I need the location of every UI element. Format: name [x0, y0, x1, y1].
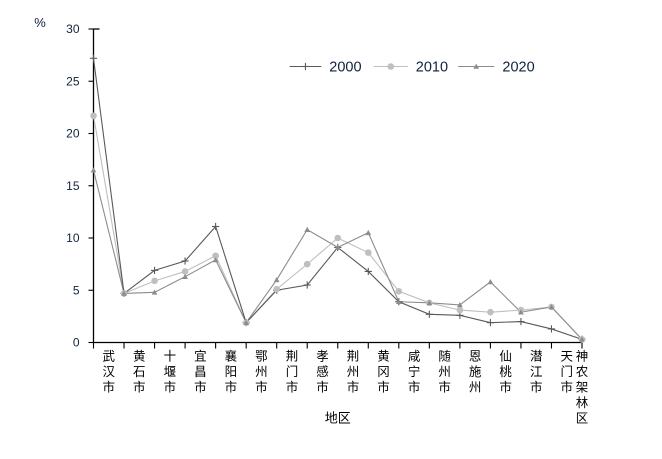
svg-text:襄: 襄 [225, 349, 238, 364]
svg-text:州: 州 [469, 381, 482, 395]
svg-text:门: 门 [286, 364, 299, 379]
svg-text:昌: 昌 [194, 365, 207, 379]
svg-text:15: 15 [66, 179, 80, 193]
svg-text:市: 市 [499, 380, 512, 395]
svg-text:市: 市 [164, 380, 177, 395]
svg-text:施: 施 [469, 365, 482, 379]
svg-text:州: 州 [438, 365, 451, 379]
svg-text:十: 十 [164, 350, 177, 364]
svg-text:宜: 宜 [194, 349, 207, 364]
svg-text:0: 0 [73, 336, 80, 350]
svg-text:堰: 堰 [164, 365, 177, 379]
svg-text:市: 市 [530, 380, 543, 395]
svg-text:州: 州 [255, 365, 268, 379]
svg-text:江: 江 [530, 365, 543, 379]
svg-text:黄: 黄 [377, 350, 390, 364]
svg-text:市: 市 [225, 380, 238, 395]
svg-text:黄: 黄 [133, 350, 146, 364]
svg-text:随: 随 [438, 349, 451, 364]
svg-text:市: 市 [133, 380, 146, 395]
svg-text:恩: 恩 [469, 350, 482, 364]
svg-text:鄂: 鄂 [255, 350, 268, 364]
svg-text:武: 武 [103, 350, 116, 364]
svg-text:农: 农 [576, 365, 589, 379]
svg-text:20: 20 [66, 127, 80, 141]
svg-text:2020: 2020 [502, 60, 534, 76]
svg-text:孝: 孝 [316, 350, 329, 364]
svg-text:荆: 荆 [347, 350, 360, 364]
svg-text:市: 市 [347, 380, 360, 395]
svg-text:市: 市 [408, 380, 421, 395]
svg-text:市: 市 [194, 380, 207, 395]
svg-text:咸: 咸 [408, 350, 421, 364]
svg-text:门: 门 [560, 364, 573, 379]
svg-text:10: 10 [66, 231, 80, 245]
svg-text:天: 天 [560, 350, 573, 364]
svg-text:市: 市 [377, 380, 390, 395]
svg-text:石: 石 [133, 365, 146, 379]
svg-text:神: 神 [576, 350, 589, 364]
svg-text:区: 区 [576, 412, 589, 426]
svg-text:阳: 阳 [225, 365, 238, 379]
svg-text:市: 市 [316, 380, 329, 395]
svg-text:州: 州 [347, 365, 360, 379]
svg-text:2000: 2000 [329, 60, 361, 76]
svg-text:5: 5 [73, 283, 80, 297]
svg-text:潜: 潜 [530, 350, 543, 364]
svg-text:市: 市 [438, 380, 451, 395]
svg-text:%: % [34, 15, 46, 30]
svg-text:林: 林 [576, 396, 589, 410]
svg-text:汉: 汉 [103, 365, 116, 379]
svg-text:市: 市 [286, 380, 299, 395]
svg-text:架: 架 [576, 381, 589, 395]
svg-text:地区: 地区 [325, 411, 351, 426]
svg-text:仙: 仙 [499, 350, 512, 364]
svg-text:荆: 荆 [286, 350, 299, 364]
svg-text:30: 30 [66, 22, 80, 36]
svg-text:冈: 冈 [377, 365, 390, 379]
svg-text:感: 感 [316, 364, 329, 379]
svg-text:市: 市 [560, 380, 573, 395]
svg-text:25: 25 [66, 74, 80, 88]
svg-text:市: 市 [103, 380, 116, 395]
svg-text:市: 市 [255, 380, 268, 395]
svg-text:桃: 桃 [499, 364, 512, 379]
svg-text:宁: 宁 [408, 364, 421, 379]
svg-text:2010: 2010 [416, 60, 448, 76]
